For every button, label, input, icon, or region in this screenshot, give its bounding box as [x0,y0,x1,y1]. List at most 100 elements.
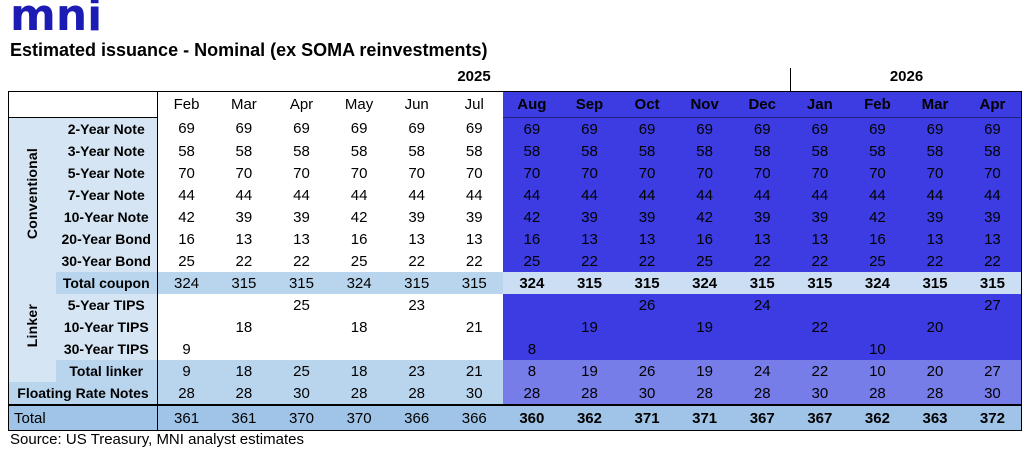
value-cell: 26 [618,294,676,316]
value-cell: 39 [445,206,504,228]
value-cell: 315 [387,272,446,294]
value-cell: 367 [791,404,849,431]
month-header: Mar [906,91,964,118]
value-cell: 42 [848,206,907,228]
table-row: 20-Year Bond 16 13 13 16 13 13 16 13 13 16 13 13 16 13… [9,228,1022,250]
row-label: 30-Year TIPS [55,338,158,360]
value-cell: 367 [733,404,792,431]
value-cell: 44 [215,184,273,206]
value-cell: 70 [733,162,792,184]
value-cell: 25 [272,294,331,316]
value-cell [906,338,964,360]
value-cell: 70 [675,162,734,184]
value-cell: 371 [618,404,676,431]
value-cell: 42 [675,206,734,228]
value-cell: 370 [272,404,331,431]
value-cell: 8 [503,360,561,382]
value-cell: 58 [445,140,504,162]
value-cell: 69 [963,117,1022,140]
value-cell: 58 [272,140,331,162]
value-cell: 69 [791,117,849,140]
value-cell [445,338,504,360]
value-cell: 44 [560,184,619,206]
value-cell: 22 [445,250,504,272]
value-cell: 8 [503,338,561,360]
value-cell: 44 [733,184,792,206]
year-divider-line [790,68,791,91]
value-cell: 315 [733,272,792,294]
value-cell: 22 [791,360,849,382]
value-cell: 58 [675,140,734,162]
value-cell: 16 [503,228,561,250]
value-cell: 42 [503,206,561,228]
value-cell: 13 [618,228,676,250]
value-cell: 28 [503,382,561,405]
mni-logo: mni [10,0,103,41]
value-cell: 16 [675,228,734,250]
table-row: 7-Year Note 44 44 44 44 44 44 44 44 44 44 44 44 44 44 4… [9,184,1022,206]
table-row: Conventional 2-Year Note 69 69 69 69 69 69 69 69 6… [8,117,1022,272]
table-row: 30-Year Bond 25 22 22 25 22 22 25 22 22 25 22 22 25 22… [9,250,1022,272]
group-spacer [8,360,56,382]
value-cell: 315 [906,272,964,294]
value-cell [387,316,446,338]
value-cell: 18 [215,316,273,338]
value-cell: 13 [560,228,619,250]
value-cell: 315 [445,272,504,294]
value-cell: 20 [906,316,964,338]
month-header: Oct [618,91,676,118]
value-cell: 69 [330,117,388,140]
value-cell: 361 [215,404,273,431]
value-cell: 324 [503,272,561,294]
value-cell: 25 [330,250,388,272]
table-row: Linker 5-Year TIPS 25 23 26 24 27 [8,294,1022,360]
year-header-row: 2025 2026 [0,68,1030,91]
value-cell: 30 [445,382,504,405]
value-cell: 42 [157,206,216,228]
value-cell: 324 [330,272,388,294]
month-header: Apr [272,91,331,118]
value-cell: 21 [445,316,504,338]
value-cell [157,316,216,338]
value-cell [503,294,561,316]
value-cell [733,338,792,360]
value-cell: 28 [330,382,388,405]
value-cell: 39 [272,206,331,228]
value-cell: 27 [963,294,1022,316]
value-cell: 16 [330,228,388,250]
value-cell: 324 [848,272,907,294]
value-cell [963,316,1022,338]
value-cell [215,294,273,316]
value-cell: 16 [157,228,216,250]
value-cell: 13 [215,228,273,250]
value-cell: 70 [215,162,273,184]
value-cell: 25 [157,250,216,272]
value-cell: 44 [503,184,561,206]
value-cell: 58 [387,140,446,162]
month-header: Aug [503,91,561,118]
value-cell: 13 [791,228,849,250]
value-cell: 362 [848,404,907,431]
value-cell [848,316,907,338]
row-label: 2-Year Note [55,117,158,140]
value-cell: 19 [675,360,734,382]
value-cell: 13 [963,228,1022,250]
value-cell: 69 [560,117,619,140]
page-title: Estimated issuance - Nominal (ex SOMA re… [10,40,488,60]
value-cell: 70 [906,162,964,184]
value-cell: 362 [560,404,619,431]
value-cell: 58 [791,140,849,162]
month-header: Nov [675,91,734,118]
value-cell: 10 [848,338,907,360]
value-cell: 315 [272,272,331,294]
value-cell: 70 [618,162,676,184]
value-cell: 315 [963,272,1022,294]
value-cell: 58 [906,140,964,162]
value-cell: 21 [445,360,504,382]
value-cell [906,294,964,316]
table-row: Total coupon 324 315 315 324 315 315 324 315 315 3… [8,272,1022,294]
value-cell [503,316,561,338]
value-cell: 39 [560,206,619,228]
table-row: Floating Rate Notes 28 28 30 28 28 30 28 28 30 28 2… [8,382,1022,405]
row-label: 3-Year Note [55,140,158,162]
